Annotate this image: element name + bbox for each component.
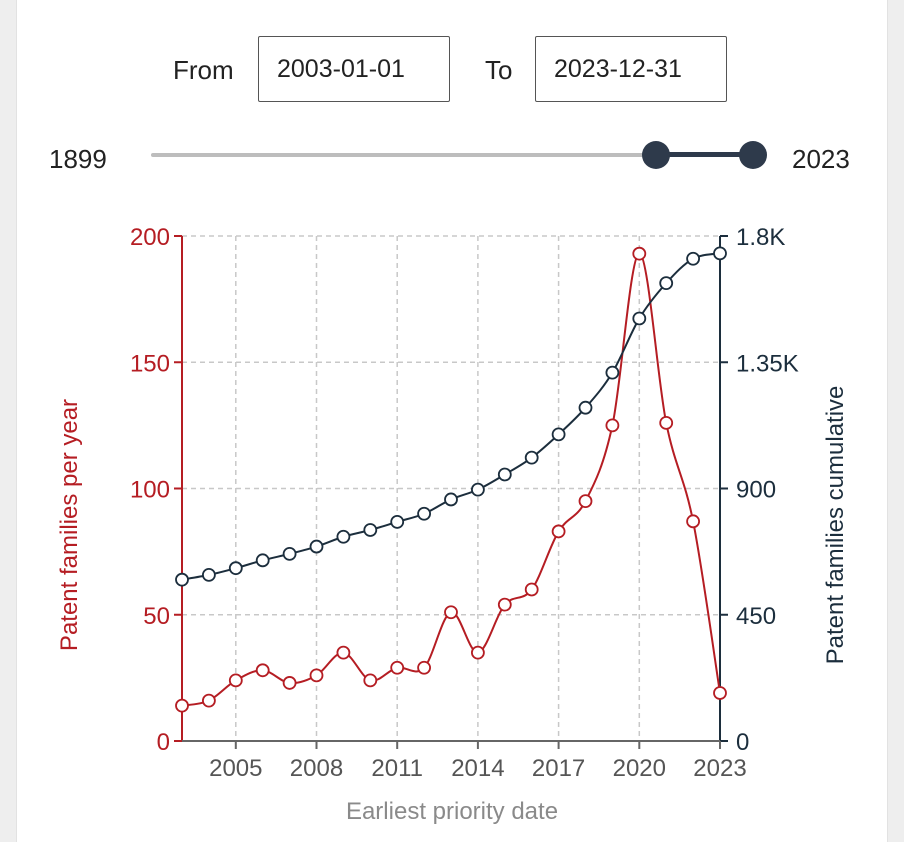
x-axis-title: Earliest priority date [346,798,558,825]
y-right-tick-label: 450 [736,603,776,630]
x-tick-label: 2023 [693,755,746,782]
per-year-point[interactable] [203,695,215,707]
cumulative-point[interactable] [472,484,484,496]
y-right-tick-label: 1.35K [736,350,799,377]
y-right-tick-label: 1.8K [736,224,785,251]
per-year-point[interactable] [257,664,269,676]
x-tick-label: 2017 [532,755,585,782]
per-year-point[interactable] [714,687,726,699]
chart-series-points [176,247,726,711]
per-year-point[interactable] [606,419,618,431]
cumulative-point[interactable] [257,554,269,566]
cumulative-point[interactable] [526,452,538,464]
x-tick-label: 2020 [613,755,666,782]
per-year-point[interactable] [526,584,538,596]
per-year-point[interactable] [633,248,645,260]
cumulative-point[interactable] [364,524,376,536]
cumulative-point[interactable] [714,247,726,259]
cumulative-point[interactable] [391,516,403,528]
cumulative-point[interactable] [203,569,215,581]
cumulative-point[interactable] [445,493,457,505]
cumulative-point[interactable] [284,548,296,560]
per-year-point[interactable] [230,674,242,686]
per-year-point[interactable] [660,417,672,429]
cumulative-point[interactable] [580,402,592,414]
x-tick-label: 2014 [451,755,504,782]
per-year-point[interactable] [364,674,376,686]
cumulative-point[interactable] [337,531,349,543]
x-tick-label: 2011 [371,755,423,782]
per-year-point[interactable] [553,525,565,537]
cumulative-point[interactable] [660,277,672,289]
y-right-tick-label: 900 [736,477,776,504]
y-left-tick-label: 50 [143,603,170,630]
per-year-point[interactable] [311,669,323,681]
per-year-point[interactable] [687,515,699,527]
per-year-point[interactable] [580,495,592,507]
chart-card: From To 1899 2023 05010015020004509001.3… [16,0,888,842]
per-year-point[interactable] [499,599,511,611]
cumulative-point[interactable] [176,574,188,586]
x-tick-label: 2008 [290,755,343,782]
y-axis-left-title: Patent families per year [56,399,83,651]
cumulative-point[interactable] [230,562,242,574]
cumulative-point[interactable] [553,428,565,440]
y-left-tick-label: 100 [130,477,170,504]
cumulative-point[interactable] [633,312,645,324]
cumulative-point[interactable] [499,468,511,480]
cumulative-point[interactable] [311,541,323,553]
per-year-point[interactable] [418,662,430,674]
y-left-tick-label: 150 [130,350,170,377]
y-axis-right-title: Patent families cumulative [822,386,849,665]
per-year-point[interactable] [176,700,188,712]
chart-tick-labels: 0 50 100 150 200 0 450 900 1.35K 1.8K 2005 2008 2011… [130,224,799,782]
per-year-point[interactable] [445,606,457,618]
y-right-tick-label: 0 [736,729,749,756]
per-year-point[interactable] [337,647,349,659]
x-tick-label: 2005 [209,755,262,782]
per-year-point[interactable] [472,647,484,659]
per-year-point[interactable] [284,677,296,689]
cumulative-point[interactable] [687,253,699,265]
y-left-tick-label: 200 [130,224,170,251]
cumulative-point[interactable] [418,508,430,520]
per-year-point[interactable] [391,662,403,674]
y-left-tick-label: 0 [157,729,170,756]
patent-families-chart: 0 50 100 150 200 0 450 900 1.35K 1.8K 2005 2008 2011… [17,0,887,842]
cumulative-point[interactable] [606,367,618,379]
